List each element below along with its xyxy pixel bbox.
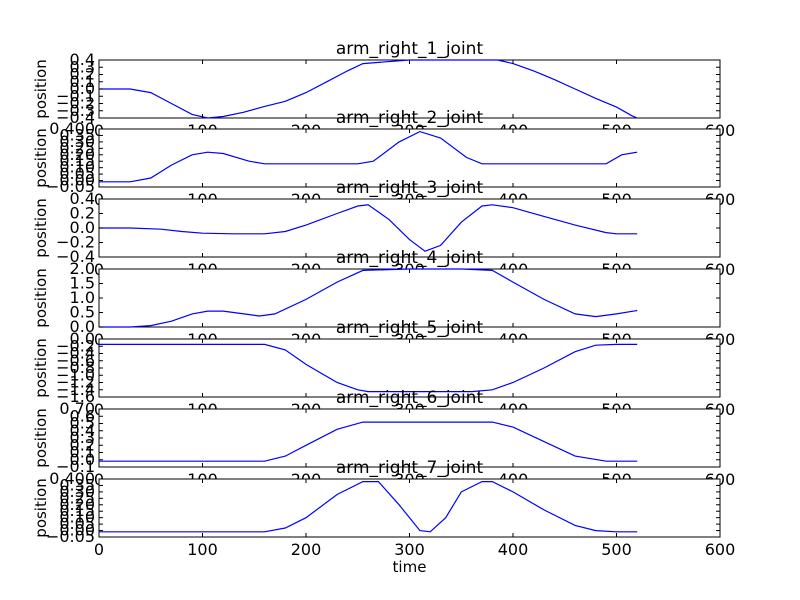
y-tick-label: 1.5 (70, 274, 95, 293)
y-tick-label: −1.6 (56, 387, 95, 406)
y-tick-label: 0.1 (70, 72, 95, 91)
y-tick-label: 0.5 (70, 303, 95, 322)
x-tick-label: 0 (94, 540, 104, 559)
y-tick-label: 0.15 (59, 501, 95, 520)
y-tick-label: 0.0 (70, 79, 95, 98)
x-tick-label: 600 (705, 540, 736, 559)
y-tick-label: −0.2 (56, 233, 95, 252)
y-tick-label: 0.0 (70, 218, 95, 237)
series-line (99, 130, 638, 183)
y-tick-label: 0.00 (59, 171, 95, 190)
y-tick-label: 0.10 (59, 508, 95, 527)
y-tick-label: 1.0 (70, 288, 95, 307)
subplot-4: 01002003004005006002.01.51.00.50.0positi… (32, 248, 735, 349)
x-tick-label: 400 (498, 540, 529, 559)
y-tick-label: 0.2 (70, 65, 95, 84)
y-tick-label: −0.05 (46, 527, 95, 546)
y-tick-label: 0.15 (59, 151, 95, 170)
y-tick-label: 0.400 (49, 119, 95, 138)
series-line (99, 421, 638, 462)
y-tick-label: 0.20 (59, 145, 95, 164)
x-tick-label: 300 (394, 540, 425, 559)
subplot-title: arm_right_4_joint (336, 248, 484, 268)
subplot-title: arm_right_7_joint (336, 458, 484, 478)
subplot-2: 01002003004005006000.4000.350.300.250.20… (32, 108, 735, 209)
series-line (99, 204, 638, 252)
y-tick-label: −0.6 (56, 351, 95, 370)
y-tick-label: 0.3 (70, 57, 95, 76)
y-tick-label: −1.0 (56, 365, 95, 384)
x-tick-label: 200 (291, 540, 322, 559)
y-tick-label: 0.400 (49, 469, 95, 488)
plot-frame (98, 478, 721, 538)
y-tick-label: 0.10 (59, 158, 95, 177)
y-tick-label: 0.30 (59, 132, 95, 151)
subplot-title: arm_right_1_joint (336, 39, 484, 59)
y-tick-label: 2.0 (70, 259, 95, 278)
y-tick-label: 0.00 (59, 521, 95, 540)
x-tick-label: 100 (187, 540, 218, 559)
subplot-title: arm_right_2_joint (336, 108, 484, 128)
x-axis-label: time (393, 558, 427, 576)
y-axis-label: position (32, 408, 50, 467)
y-tick-label: −0.3 (56, 101, 95, 120)
y-axis-label: position (32, 59, 50, 118)
y-tick-label: 0.70 (59, 399, 95, 418)
y-tick-label: 0.2 (70, 204, 95, 223)
y-axis-label: position (32, 338, 50, 397)
series-line (99, 59, 638, 119)
y-tick-label: 0.35 (59, 125, 95, 144)
y-tick-label: −1.4 (56, 380, 95, 399)
y-tick-label: 0.2 (70, 435, 95, 454)
y-tick-label: −0.2 (56, 94, 95, 113)
y-tick-label: 0.3 (70, 428, 95, 447)
y-tick-label: 0.30 (59, 482, 95, 501)
y-tick-label: −0.4 (56, 108, 95, 127)
plot-frame (98, 198, 721, 258)
subplot-title: arm_right_5_joint (336, 318, 484, 338)
series-line (99, 481, 638, 533)
y-tick-label: −1.2 (56, 373, 95, 392)
subplot-6: 01002003004005006000.700.60.50.40.30.20.… (32, 388, 735, 489)
y-tick-label: 0.05 (59, 164, 95, 183)
y-tick-label: 0.05 (59, 514, 95, 533)
subplot-title: arm_right_6_joint (336, 388, 484, 408)
y-tick-label: −0.2 (56, 336, 95, 355)
y-axis-label: position (32, 198, 50, 257)
y-tick-label: −0.4 (56, 344, 95, 363)
y-tick-label: −0.05 (46, 177, 95, 196)
subplot-title: arm_right_3_joint (336, 178, 484, 198)
y-tick-label: 0.0 (70, 317, 95, 336)
y-tick-label: 0.6 (70, 406, 95, 425)
y-tick-label: 0.20 (59, 495, 95, 514)
y-tick-label: 0.4 (70, 421, 95, 440)
y-axis-label: position (32, 128, 50, 187)
y-axis-label: position (32, 478, 50, 537)
y-axis-label: position (32, 268, 50, 327)
series-line (99, 268, 638, 328)
plot-frame (98, 268, 721, 328)
y-tick-label: 0.0 (70, 329, 95, 348)
y-tick-label: −0.4 (56, 247, 95, 266)
y-tick-label: −0.8 (56, 358, 95, 377)
y-tick-label: 0.4 (70, 189, 95, 208)
y-tick-label: 0.4 (70, 50, 95, 69)
y-tick-label: 0.5 (70, 414, 95, 433)
y-tick-label: 0.0 (70, 450, 95, 469)
y-tick-label: −0.1 (56, 457, 95, 476)
y-tick-label: 0.25 (59, 138, 95, 157)
x-tick-label: 500 (601, 540, 632, 559)
y-tick-label: 0.35 (59, 475, 95, 494)
plot-frame (98, 59, 721, 119)
y-tick-label: 0.25 (59, 488, 95, 507)
series-line (99, 343, 638, 393)
y-tick-label: 0.1 (70, 443, 95, 462)
y-tick-label: −0.1 (56, 86, 95, 105)
subplot-7: 0 100 200 300 400 500 600 0.4000.350.300.250.20… (32, 458, 735, 576)
